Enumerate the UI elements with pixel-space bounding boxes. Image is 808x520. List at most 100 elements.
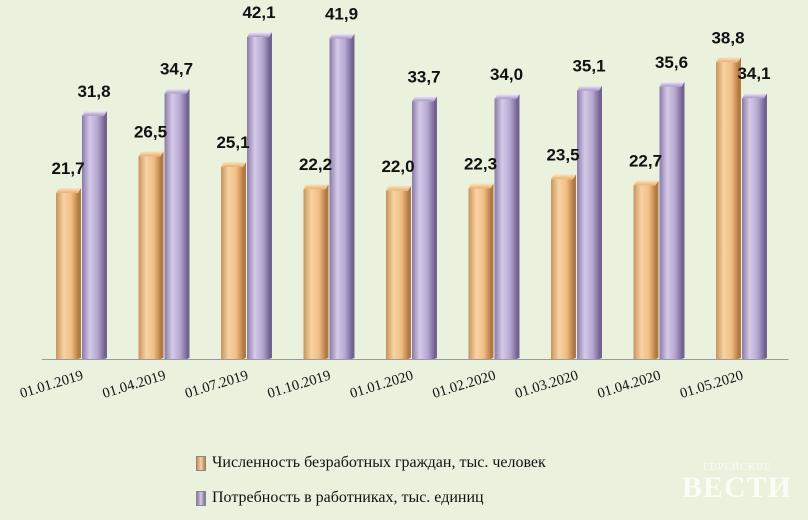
x-tick-label-4: 01.01.2020 — [348, 368, 415, 402]
bar-unemployed-4 — [386, 185, 411, 359]
bar-side — [186, 88, 190, 359]
bar-front — [494, 99, 517, 359]
x-tick-label-3: 01.10.2019 — [266, 368, 333, 402]
bar-side — [351, 33, 355, 360]
legend-label-unemployed: Численность безработных граждан, тыс. че… — [212, 454, 546, 471]
bar-top — [82, 110, 107, 116]
bar-side — [325, 184, 329, 359]
bar-front — [303, 189, 326, 359]
bar-top — [386, 185, 411, 191]
bar-side — [738, 57, 741, 359]
bar-top — [247, 32, 272, 38]
bar-top — [329, 33, 355, 39]
bar-front — [386, 190, 408, 359]
bar-demand-3 — [329, 33, 355, 360]
data-label-demand-1: 34,7 — [160, 60, 193, 79]
data-labels: 21,7 31,8 26,5 34,7 25,1 42,1 22,2 41,9 22,0 33,7… — [51, 3, 770, 178]
legend-label-demand: Потребность в работниках, тыс. единиц — [212, 489, 484, 506]
data-label-unemployed-6: 23,5 — [546, 145, 579, 164]
bar-unemployed-2 — [221, 162, 246, 359]
bar-demand-6 — [577, 85, 602, 360]
x-tick-label-6: 01.03.2020 — [513, 368, 580, 402]
bar-top — [633, 180, 659, 186]
bar-demand-2 — [247, 32, 272, 359]
bar-side — [434, 96, 437, 359]
watermark-top: ЕВРЕЙСКИЕ — [702, 461, 772, 473]
bar-side — [78, 188, 81, 359]
legend: Численность безработных граждан, тыс. че… — [196, 450, 546, 520]
bar-top — [303, 184, 329, 190]
bar-front — [247, 37, 269, 359]
bar-demand-0 — [82, 110, 107, 359]
bar-side — [408, 185, 411, 359]
legend-item-unemployed: Численность безработных граждан, тыс. че… — [196, 450, 546, 476]
data-label-unemployed-1: 26,5 — [134, 122, 167, 141]
watermark-logo: ЕВРЕЙСКИЕ ВЕСТИ — [682, 462, 792, 503]
data-label-demand-0: 31,8 — [77, 82, 110, 101]
bar-front — [56, 193, 78, 359]
x-tick-label-2: 01.07.2019 — [183, 368, 250, 402]
x-tick-label-5: 01.02.2020 — [431, 368, 498, 402]
data-label-unemployed-4: 22,0 — [381, 157, 414, 176]
bar-unemployed-5 — [468, 183, 494, 359]
legend-swatch-unemployed — [196, 455, 206, 471]
bar-demand-7 — [659, 81, 685, 359]
bar-top — [494, 94, 520, 99]
bar-unemployed-6 — [551, 174, 576, 359]
bar-top — [164, 88, 190, 94]
data-label-demand-4: 33,7 — [407, 67, 440, 86]
x-tick-label-1: 01.04.2019 — [101, 368, 168, 402]
bar-front — [468, 188, 491, 359]
bar-side — [516, 94, 520, 359]
data-label-unemployed-0: 21,7 — [51, 159, 84, 178]
bar-unemployed-7 — [633, 180, 659, 359]
bar-side — [764, 93, 767, 359]
bar-front — [221, 167, 243, 359]
bar-top — [742, 93, 767, 99]
data-label-unemployed-7: 22,7 — [629, 151, 662, 170]
x-tick-label-0: 01.01.2019 — [18, 368, 85, 402]
x-tick-label-8: 01.05.2020 — [678, 368, 745, 402]
bar-side — [599, 85, 602, 360]
bar-unemployed-8 — [716, 57, 741, 359]
data-label-unemployed-8: 38,8 — [711, 28, 744, 47]
bar-top — [716, 57, 741, 63]
legend-swatch-demand — [196, 490, 206, 506]
data-label-demand-7: 35,6 — [655, 53, 688, 72]
bar-side — [104, 110, 107, 359]
bar-top — [412, 96, 437, 102]
bar-side — [160, 151, 164, 359]
bar-top — [577, 85, 602, 91]
data-label-demand-2: 42,1 — [242, 3, 275, 22]
bar-demand-1 — [164, 88, 190, 359]
bar-unemployed-3 — [303, 184, 329, 359]
bar-front — [138, 156, 161, 359]
bar-side — [490, 183, 494, 359]
bar-demand-4 — [412, 96, 437, 359]
bar-unemployed-1 — [138, 151, 164, 359]
bar-side — [681, 81, 685, 359]
bar-demand-8 — [742, 93, 767, 359]
bar-side — [243, 162, 246, 359]
bar-side — [269, 32, 272, 359]
bar-front — [716, 62, 738, 359]
bar-top — [551, 174, 576, 180]
bar-front — [412, 101, 434, 359]
watermark-main: ВЕСТИ — [681, 471, 792, 504]
data-label-unemployed-5: 22,3 — [464, 154, 497, 173]
bar-side — [573, 174, 576, 359]
bar-unemployed-0 — [56, 188, 81, 359]
bar-front — [742, 98, 764, 359]
data-label-demand-8: 34,1 — [737, 64, 770, 83]
data-label-demand-3: 41,9 — [325, 5, 358, 24]
data-label-demand-5: 34,0 — [490, 65, 523, 84]
bar-demand-5 — [494, 94, 520, 359]
x-tick-label-7: 01.04.2020 — [596, 368, 663, 402]
bar-top — [659, 81, 685, 87]
bar-front — [659, 86, 682, 359]
bar-front — [633, 185, 656, 359]
bars — [56, 32, 767, 360]
bar-front — [551, 179, 573, 359]
